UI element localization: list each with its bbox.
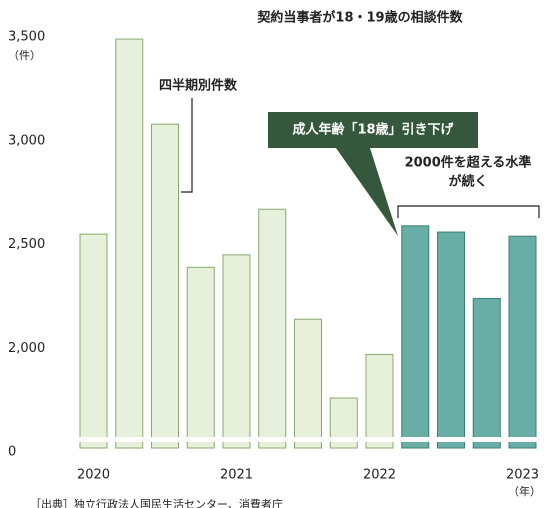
bar bbox=[186, 266, 215, 449]
bar bbox=[401, 225, 430, 449]
bar bbox=[222, 254, 251, 449]
x-tick-label: 2020 bbox=[77, 468, 110, 483]
bar bbox=[437, 231, 465, 449]
callout-box bbox=[268, 112, 478, 236]
y-tick-label: 2,500 bbox=[8, 237, 45, 252]
bracket bbox=[181, 98, 193, 193]
y-tick-label: 3,000 bbox=[8, 133, 45, 148]
source: ［出典］独立行政法人国民生活センター、消費者庁 bbox=[30, 497, 283, 508]
bar bbox=[115, 38, 144, 449]
bar bbox=[508, 235, 537, 449]
x-tick-label: 2023 bbox=[506, 468, 539, 483]
annotation: 四半期別件数 bbox=[159, 78, 238, 94]
bar bbox=[472, 297, 501, 449]
y-unit: （件） bbox=[8, 49, 41, 62]
bar bbox=[258, 208, 287, 449]
y-tick-label: 0 bbox=[8, 445, 16, 460]
axis-break bbox=[76, 437, 544, 442]
annotation: 2000件を超える水準 bbox=[405, 155, 532, 171]
chart-title: 契約当事者が18・19歳の相談件数 bbox=[256, 10, 463, 26]
bar bbox=[79, 233, 108, 449]
brace bbox=[397, 205, 540, 218]
x-tick-label: 2021 bbox=[220, 468, 253, 483]
bar bbox=[365, 353, 394, 449]
bar bbox=[294, 318, 322, 449]
x-tick-label: 2022 bbox=[363, 468, 396, 483]
callout-text: 成人年齢「18歳」引き下げ bbox=[292, 122, 454, 138]
x-unit: （年） bbox=[508, 484, 541, 498]
y-tick-label: 2,000 bbox=[8, 341, 45, 356]
bar bbox=[151, 123, 179, 449]
y-tick-label: 3,500 bbox=[8, 30, 45, 45]
annotation: が続く bbox=[448, 174, 487, 190]
